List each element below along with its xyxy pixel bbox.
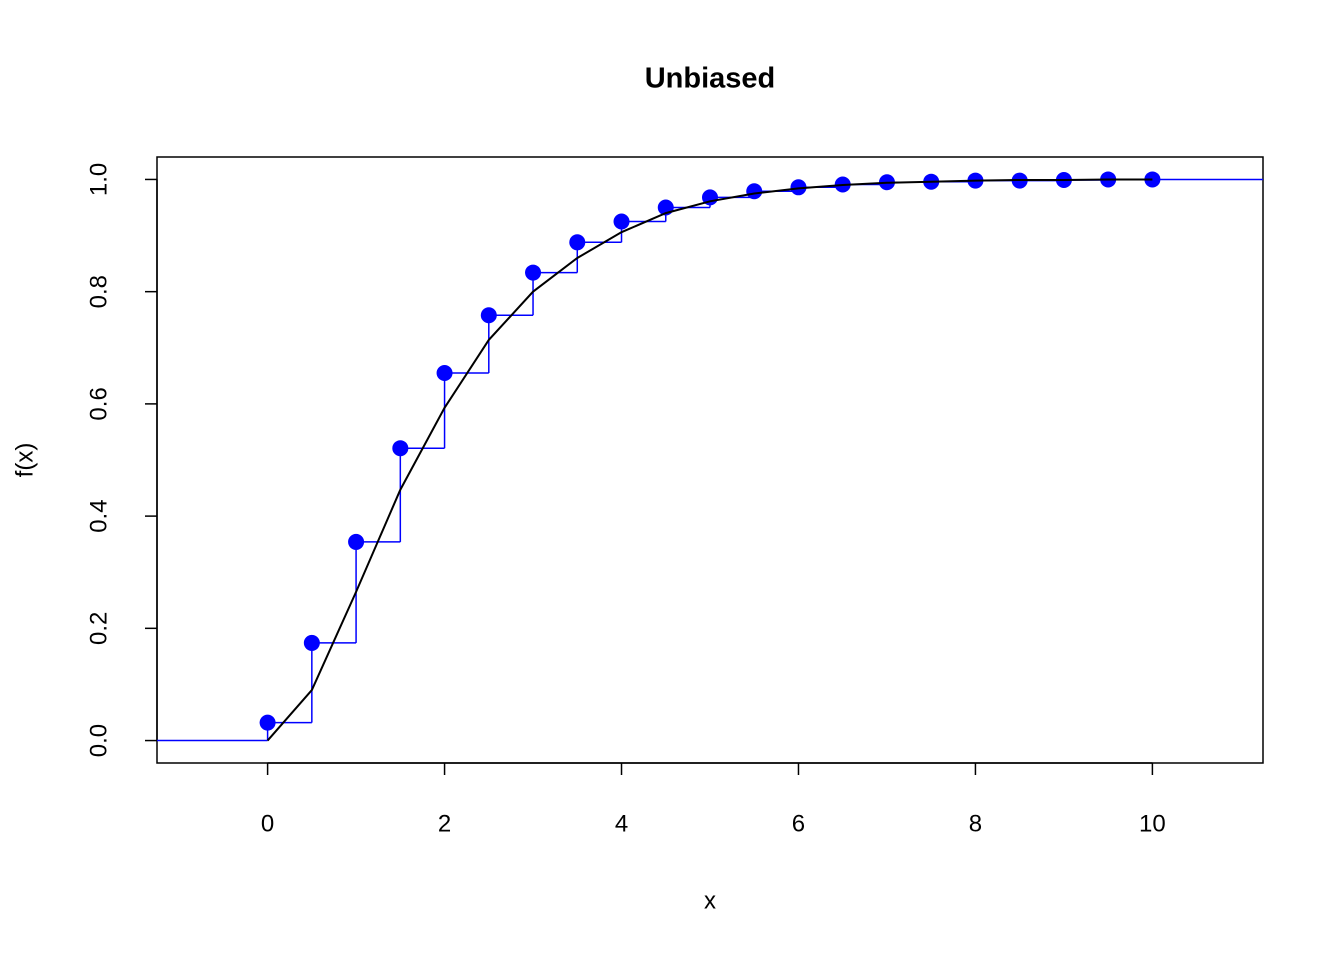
- y-axis-label: f(x): [11, 443, 38, 478]
- plot-frame: [156, 156, 1264, 764]
- point: [613, 213, 630, 230]
- point: [348, 533, 365, 550]
- curve: [266, 178, 1153, 742]
- point: [790, 179, 807, 196]
- chart-title: Unbiased: [645, 63, 776, 95]
- point: [303, 634, 320, 651]
- point: [392, 440, 409, 457]
- y-tick-label: 0.4: [85, 499, 112, 532]
- x-tick-label: 2: [438, 810, 451, 837]
- y-tick-label: 0.6: [85, 387, 112, 420]
- point: [259, 714, 276, 731]
- x-tick-label: 0: [261, 810, 274, 837]
- point: [746, 183, 763, 200]
- point: [525, 264, 542, 281]
- y-tick-label: 0.0: [85, 724, 112, 757]
- x-axis-label: x: [704, 887, 716, 914]
- point: [436, 365, 453, 382]
- x-tick-label: 6: [792, 810, 805, 837]
- y-tick-label: 1.0: [85, 163, 112, 196]
- y-tick-label: 0.2: [85, 612, 112, 645]
- point: [569, 234, 586, 251]
- point: [480, 307, 497, 324]
- x-tick-label: 4: [615, 810, 628, 837]
- x-tick-label: 10: [1139, 810, 1166, 837]
- y-tick-label: 0.8: [85, 275, 112, 308]
- x-tick-label: 8: [969, 810, 982, 837]
